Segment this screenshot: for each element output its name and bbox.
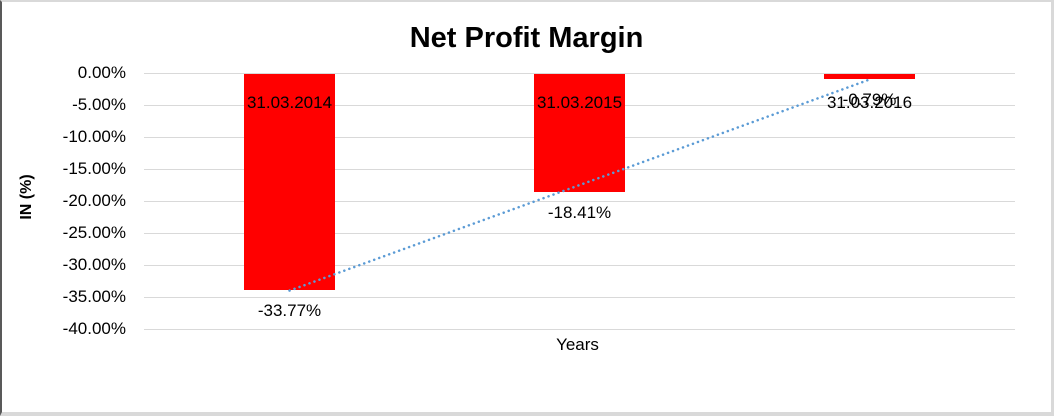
y-tick-label: -40.00%	[62, 319, 126, 338]
y-tick-label: -15.00%	[62, 159, 126, 178]
data-label: -18.41%	[547, 203, 612, 222]
bar	[824, 74, 915, 79]
data-label: -33.77%	[257, 301, 322, 320]
y-tick-label: 0.00%	[77, 63, 126, 82]
bar	[534, 74, 625, 192]
y-tick-label: -10.00%	[62, 127, 126, 146]
y-tick-label: -5.00%	[72, 95, 126, 114]
y-tick-label: -25.00%	[62, 223, 126, 242]
y-tick-label: -35.00%	[62, 287, 126, 306]
category-label: 31.03.2014	[246, 93, 333, 112]
y-tick-label: -30.00%	[62, 255, 126, 274]
gridline	[144, 73, 1015, 74]
category-label: 31.03.2015	[536, 93, 623, 112]
category-label: 31.03.2016	[826, 93, 913, 112]
gridline	[144, 297, 1015, 298]
y-tick-label: -20.00%	[62, 191, 126, 210]
x-axis-title: Years	[556, 335, 599, 354]
chart-title: Net Profit Margin	[409, 22, 644, 54]
gridline	[144, 329, 1015, 330]
